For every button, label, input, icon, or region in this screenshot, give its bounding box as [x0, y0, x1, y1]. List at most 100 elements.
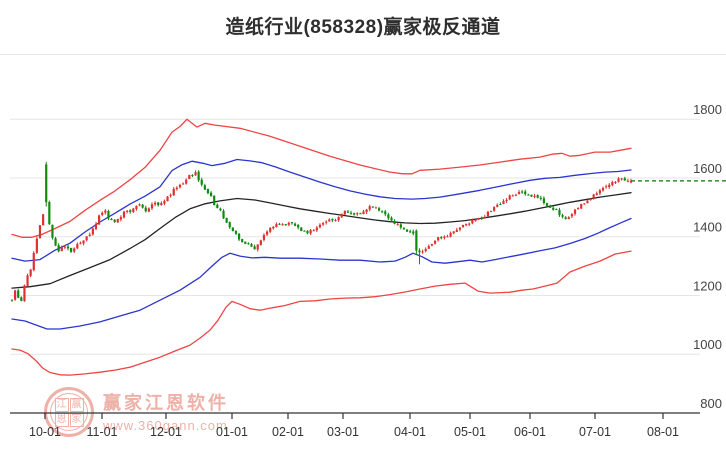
candle-body [586, 200, 589, 204]
candle-body [110, 219, 113, 220]
candle-body [163, 200, 166, 204]
candle-body [387, 214, 390, 219]
candle-body [265, 231, 269, 235]
candle-body [359, 213, 362, 215]
candle-body [493, 207, 496, 211]
candle-body [200, 179, 203, 185]
watermark-text: 赢家江恩软件 www.360gann.com [103, 387, 229, 433]
candle-body [340, 213, 343, 218]
candle-body [542, 198, 545, 204]
candle-body [368, 206, 371, 210]
candle-body [412, 231, 415, 234]
candle-body [91, 228, 94, 235]
candle-body [297, 225, 300, 228]
candle-body [570, 214, 573, 217]
candle-body [132, 208, 135, 212]
candle-body [281, 224, 284, 226]
candle-body [483, 216, 486, 218]
candle-body [141, 204, 144, 208]
candle-body [153, 202, 157, 205]
candle-body [558, 209, 561, 216]
candle-body [119, 217, 122, 220]
candle-body [477, 218, 480, 220]
candle-body [185, 179, 188, 184]
candle-body [468, 223, 471, 225]
watermark-seal-icon: 江 赢 恩 家 [44, 387, 94, 437]
candle-body [160, 203, 163, 205]
candle-body [424, 248, 427, 252]
candle-body [508, 195, 511, 200]
candle-body [94, 224, 98, 230]
candle-body [129, 210, 132, 212]
candle-body [511, 195, 514, 197]
x-axis-label: 01-01 [216, 425, 248, 439]
candle-body [191, 175, 194, 176]
candle-body [421, 251, 424, 253]
candle-body [259, 240, 262, 245]
candle-body [116, 218, 119, 223]
candle-body [312, 230, 315, 232]
candle-body [147, 208, 150, 212]
x-axis-label: 11-01 [86, 425, 117, 439]
candle-body [101, 212, 104, 215]
y-axis-label: 1200 [693, 279, 722, 294]
candle-body [533, 195, 536, 197]
candle-body [458, 227, 462, 230]
candle-body [98, 215, 101, 225]
candle-body [234, 230, 238, 234]
candle-body [306, 230, 309, 234]
candle-body [356, 213, 359, 215]
candle-body [278, 223, 281, 225]
candle-body [461, 224, 465, 228]
candle-body [54, 238, 57, 246]
candle-body [181, 183, 185, 185]
x-axis-label: 06-01 [514, 425, 546, 439]
candle-body [76, 244, 79, 249]
candle-body [580, 204, 583, 209]
candle-body [549, 206, 552, 208]
candle-body [60, 247, 63, 252]
candle-body [135, 205, 138, 210]
candle-body [328, 219, 331, 222]
candle-body [334, 219, 337, 221]
candle-body [567, 217, 570, 220]
candle-body [35, 238, 38, 253]
candle-body [353, 213, 356, 215]
candle-body [629, 180, 633, 183]
candle-body [178, 184, 182, 188]
candle-body [471, 219, 474, 224]
candle-body [499, 204, 502, 206]
candle-body [331, 218, 334, 221]
candle-body [524, 191, 527, 195]
candle-body [17, 290, 20, 298]
candle-body [293, 223, 297, 226]
candle-body [144, 207, 147, 212]
candle-body [315, 227, 318, 231]
candle-body [203, 185, 206, 190]
candle-body [290, 222, 294, 224]
candle-body [209, 192, 213, 197]
candle-body [32, 253, 35, 271]
candle-body [10, 299, 14, 301]
candle-body [262, 235, 266, 240]
x-axis-label: 03-01 [327, 425, 359, 439]
candle-body [272, 226, 275, 229]
candle-body [122, 211, 126, 218]
candle-body [393, 220, 396, 224]
candle-body [446, 236, 449, 238]
candle-body [623, 178, 626, 181]
candle-body [256, 244, 259, 250]
candle-body [371, 206, 374, 208]
y-axis-label: 800 [700, 396, 722, 411]
candle-body [38, 225, 42, 239]
candle-body [377, 208, 381, 211]
candle-body [172, 188, 175, 196]
x-axis-label: 08-01 [647, 425, 679, 439]
candle-body [216, 204, 219, 208]
candle-body [104, 210, 107, 213]
x-axis-label: 12-01 [150, 425, 182, 439]
candle-body [362, 211, 365, 214]
y-axis-label: 1400 [693, 220, 722, 235]
